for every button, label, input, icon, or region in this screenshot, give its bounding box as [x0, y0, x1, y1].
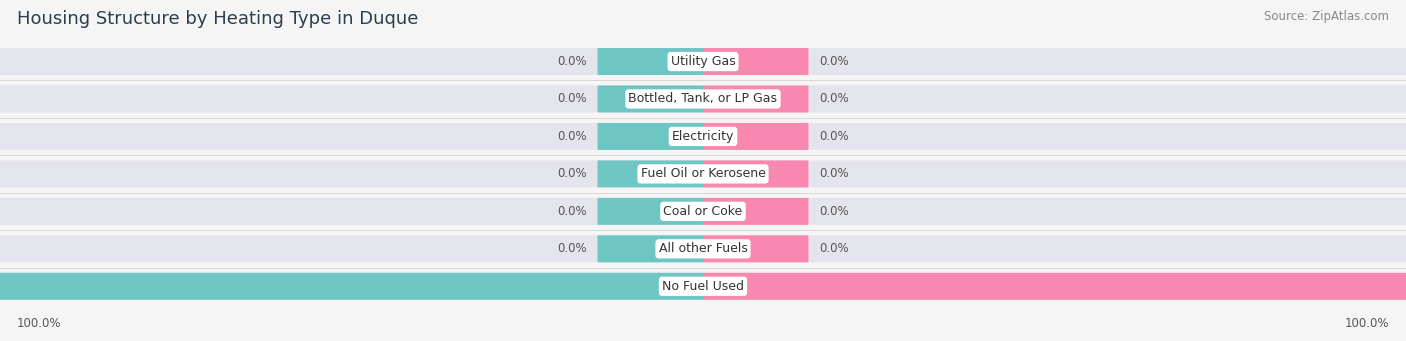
Text: No Fuel Used: No Fuel Used: [662, 280, 744, 293]
FancyBboxPatch shape: [598, 123, 703, 150]
FancyBboxPatch shape: [0, 273, 1406, 300]
FancyBboxPatch shape: [598, 48, 703, 75]
Text: 0.0%: 0.0%: [557, 55, 588, 68]
Text: 0.0%: 0.0%: [818, 130, 849, 143]
Text: 100.0%: 100.0%: [1344, 317, 1389, 330]
Text: 0.0%: 0.0%: [818, 242, 849, 255]
FancyBboxPatch shape: [703, 123, 808, 150]
FancyBboxPatch shape: [598, 235, 703, 262]
Text: Electricity: Electricity: [672, 130, 734, 143]
FancyBboxPatch shape: [703, 160, 808, 188]
Text: 0.0%: 0.0%: [818, 167, 849, 180]
FancyBboxPatch shape: [703, 48, 808, 75]
Text: 0.0%: 0.0%: [557, 242, 588, 255]
FancyBboxPatch shape: [0, 160, 1406, 188]
FancyBboxPatch shape: [0, 48, 1406, 75]
FancyBboxPatch shape: [0, 86, 1406, 113]
FancyBboxPatch shape: [0, 273, 703, 300]
Text: 0.0%: 0.0%: [818, 92, 849, 105]
FancyBboxPatch shape: [598, 160, 703, 188]
Text: All other Fuels: All other Fuels: [658, 242, 748, 255]
Text: 100.0%: 100.0%: [17, 317, 62, 330]
FancyBboxPatch shape: [703, 198, 808, 225]
Text: 0.0%: 0.0%: [557, 92, 588, 105]
FancyBboxPatch shape: [0, 235, 1406, 262]
Text: 0.0%: 0.0%: [557, 167, 588, 180]
Text: 0.0%: 0.0%: [557, 205, 588, 218]
Text: 0.0%: 0.0%: [557, 130, 588, 143]
FancyBboxPatch shape: [598, 198, 703, 225]
Text: 0.0%: 0.0%: [818, 205, 849, 218]
FancyBboxPatch shape: [703, 86, 808, 113]
FancyBboxPatch shape: [703, 235, 808, 262]
Text: Utility Gas: Utility Gas: [671, 55, 735, 68]
Text: 0.0%: 0.0%: [818, 55, 849, 68]
Text: Housing Structure by Heating Type in Duque: Housing Structure by Heating Type in Duq…: [17, 10, 418, 28]
Text: Coal or Coke: Coal or Coke: [664, 205, 742, 218]
FancyBboxPatch shape: [0, 198, 1406, 225]
FancyBboxPatch shape: [703, 273, 1406, 300]
Text: Fuel Oil or Kerosene: Fuel Oil or Kerosene: [641, 167, 765, 180]
Text: Source: ZipAtlas.com: Source: ZipAtlas.com: [1264, 10, 1389, 23]
FancyBboxPatch shape: [598, 86, 703, 113]
Text: Bottled, Tank, or LP Gas: Bottled, Tank, or LP Gas: [628, 92, 778, 105]
FancyBboxPatch shape: [0, 123, 1406, 150]
